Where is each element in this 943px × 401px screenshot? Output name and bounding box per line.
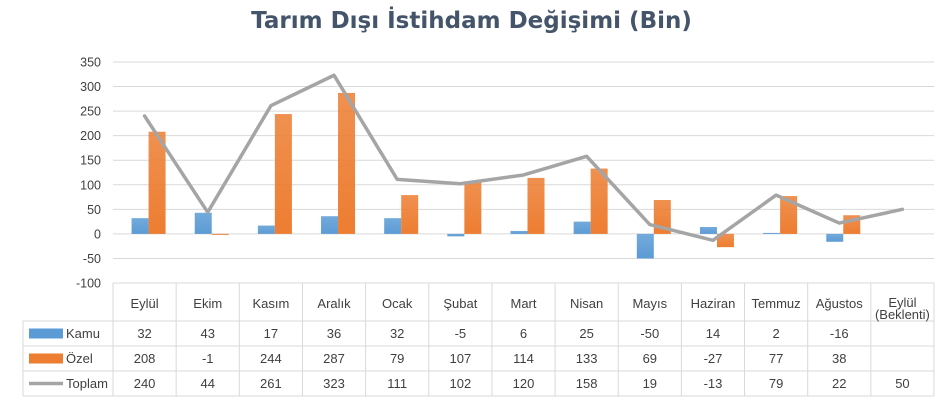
category-label: Ekim (193, 296, 222, 311)
data-table-cell: 32 (390, 326, 404, 341)
legend-key-zel (29, 353, 63, 364)
bar-kamu (194, 212, 212, 234)
data-table-cell: 69 (643, 351, 657, 366)
data-table-cell: 22 (832, 376, 846, 391)
data-table-cell: 102 (449, 376, 471, 391)
data-table-cell: 38 (832, 351, 846, 366)
bar-kamu (131, 218, 149, 234)
legend-label: Kamu (66, 326, 100, 341)
data-table-cell: 25 (579, 326, 593, 341)
bar-zel (211, 233, 229, 235)
data-table-cell: 44 (200, 376, 214, 391)
y-tick-label: 100 (80, 178, 101, 192)
data-table-cell: 50 (895, 376, 909, 391)
data-table-cell: 6 (520, 326, 527, 341)
category-label: Eylül (130, 296, 158, 311)
bar-zel (148, 131, 166, 234)
data-table-cell: 17 (264, 326, 278, 341)
line-series-toplam (142, 73, 905, 243)
data-table-cell: -5 (455, 326, 467, 341)
y-tick-label: 300 (80, 80, 101, 94)
category-label: Mart (511, 296, 537, 311)
data-table-cell: 43 (200, 326, 214, 341)
bar-kamu (384, 218, 402, 234)
chart-title: Tarım Dışı İstihdam Değişimi (Bin) (251, 8, 692, 34)
bar-kamu (763, 232, 781, 234)
category-label: Haziran (691, 296, 736, 311)
legend-label: Özel (66, 351, 93, 366)
data-table-cell: 158 (576, 376, 598, 391)
y-tick-label: 200 (80, 129, 101, 143)
bar-kamu (510, 230, 528, 234)
bar-zel (590, 168, 608, 234)
data-table-cell: 323 (323, 376, 345, 391)
bar-kamu (573, 221, 591, 234)
data-table-cell: -1 (202, 351, 214, 366)
data-table-cell: 208 (134, 351, 156, 366)
data-table-cell: 77 (769, 351, 783, 366)
data-table-cell: 244 (260, 351, 282, 366)
data-table-cell: 32 (137, 326, 151, 341)
data-table-cell: 107 (449, 351, 471, 366)
y-tick-label: 0 (94, 227, 101, 241)
bar-zel (527, 177, 545, 234)
bar-kamu (636, 233, 654, 259)
category-label: Şubat (443, 296, 477, 311)
data-table-cell: 261 (260, 376, 282, 391)
bar-zel (464, 181, 482, 234)
legend-label: Toplam (66, 376, 108, 391)
data-table-cell: 2 (772, 326, 779, 341)
y-tick-label: 50 (87, 203, 101, 217)
y-tick-label: -50 (83, 252, 101, 266)
bar-zel (274, 114, 292, 234)
bar-zel (401, 195, 419, 234)
data-table-cell: 14 (706, 326, 720, 341)
data-table-cell: 36 (327, 326, 341, 341)
bar-zel (780, 196, 798, 234)
data-table-cell: 111 (387, 376, 407, 391)
y-tick-label: 250 (80, 105, 101, 119)
bar-kamu (257, 225, 275, 234)
category-label: Ocak (382, 296, 413, 311)
category-label: Kasım (252, 296, 289, 311)
category-label: (Beklenti) (875, 307, 930, 322)
category-label: Eylül (888, 295, 916, 310)
legend-key-kamu (29, 328, 63, 339)
category-label: Aralık (317, 296, 351, 311)
data-table-cell: 114 (513, 351, 534, 366)
category-label: Ağustos (816, 296, 863, 311)
bar-kamu (447, 233, 465, 237)
bar-zel (338, 92, 356, 234)
data-table-cell: 133 (576, 351, 598, 366)
data-table-cell: 240 (134, 376, 156, 391)
data-table-cell: 287 (323, 351, 345, 366)
category-label: Nisan (570, 296, 603, 311)
y-tick-label: 150 (80, 154, 101, 168)
data-table-cell: -50 (640, 326, 659, 341)
bar-kamu (321, 216, 339, 234)
bar-zel (716, 233, 734, 248)
bar-kamu (826, 233, 844, 242)
data-table-cell: 120 (513, 376, 535, 391)
category-label: Mayıs (632, 296, 667, 311)
y-tick-label: 350 (80, 56, 101, 70)
data-table-cell: 19 (643, 376, 657, 391)
bar-kamu (699, 227, 717, 234)
category-label: Temmuz (752, 296, 801, 311)
y-tick-label: -100 (76, 277, 101, 291)
data-table-cell: -16 (830, 326, 849, 341)
data-table-cell: -13 (704, 376, 723, 391)
data-table-cell: 79 (390, 351, 404, 366)
data-table-cell: 79 (769, 376, 783, 391)
data-table-cell: -27 (704, 351, 723, 366)
